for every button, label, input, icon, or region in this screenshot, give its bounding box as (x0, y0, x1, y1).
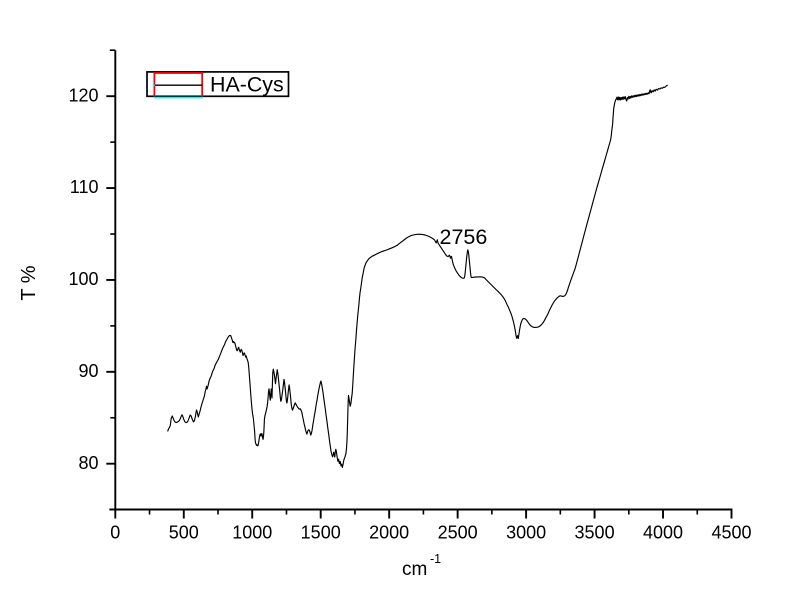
svg-text:1000: 1000 (232, 523, 272, 543)
svg-text:HA-Cys: HA-Cys (210, 73, 284, 97)
svg-text:2500: 2500 (438, 523, 478, 543)
svg-text:110: 110 (70, 177, 99, 197)
svg-text:cm: cm (402, 559, 427, 580)
svg-text:0: 0 (110, 523, 120, 543)
svg-text:2000: 2000 (369, 523, 409, 543)
svg-text:100: 100 (68, 269, 98, 289)
svg-text:90: 90 (78, 361, 98, 381)
svg-text:500: 500 (169, 523, 199, 543)
svg-text:80: 80 (78, 453, 98, 473)
svg-text:3500: 3500 (575, 523, 615, 543)
svg-text:3000: 3000 (506, 523, 546, 543)
svg-text:1500: 1500 (301, 523, 341, 543)
svg-text:-1: -1 (430, 552, 441, 566)
svg-text:4500: 4500 (711, 523, 751, 543)
svg-text:2756: 2756 (440, 225, 488, 249)
svg-text:T %: T % (18, 265, 40, 300)
svg-text:4000: 4000 (643, 523, 683, 543)
svg-text:120: 120 (68, 85, 98, 105)
